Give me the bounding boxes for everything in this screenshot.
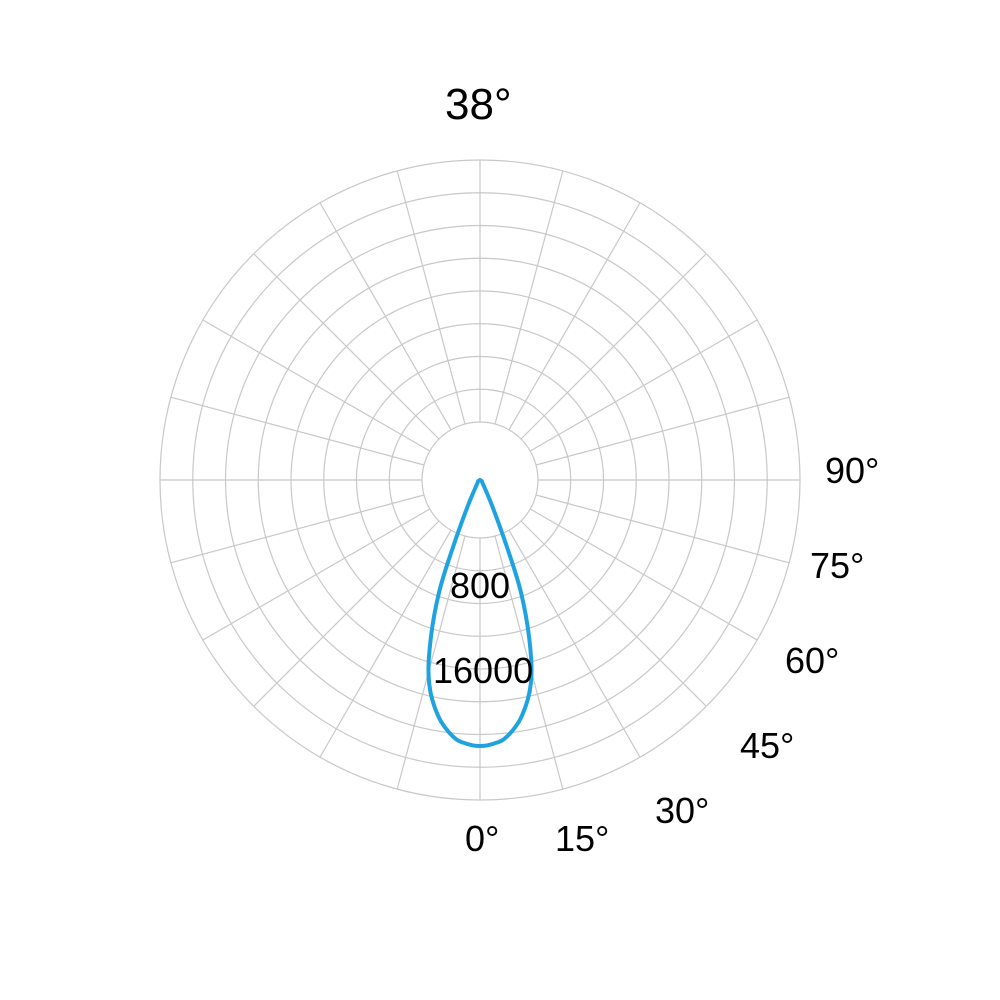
angle-label-1: 75° (810, 545, 864, 587)
angle-label-4: 30° (655, 790, 709, 832)
angle-label-5: 15° (555, 818, 609, 860)
polar-chart-svg (0, 0, 1000, 1000)
value-label-0: 800 (450, 565, 510, 607)
chart-title: 38° (445, 80, 512, 130)
angle-label-3: 45° (740, 725, 794, 767)
angle-label-6: 0° (465, 818, 499, 860)
angle-label-0: 90° (825, 450, 879, 492)
angle-label-2: 60° (785, 640, 839, 682)
polar-chart: 38° 90° 75° 60° 45° 30° 15° 0° 800 16000 (0, 0, 1000, 1000)
value-label-1: 16000 (433, 650, 533, 692)
